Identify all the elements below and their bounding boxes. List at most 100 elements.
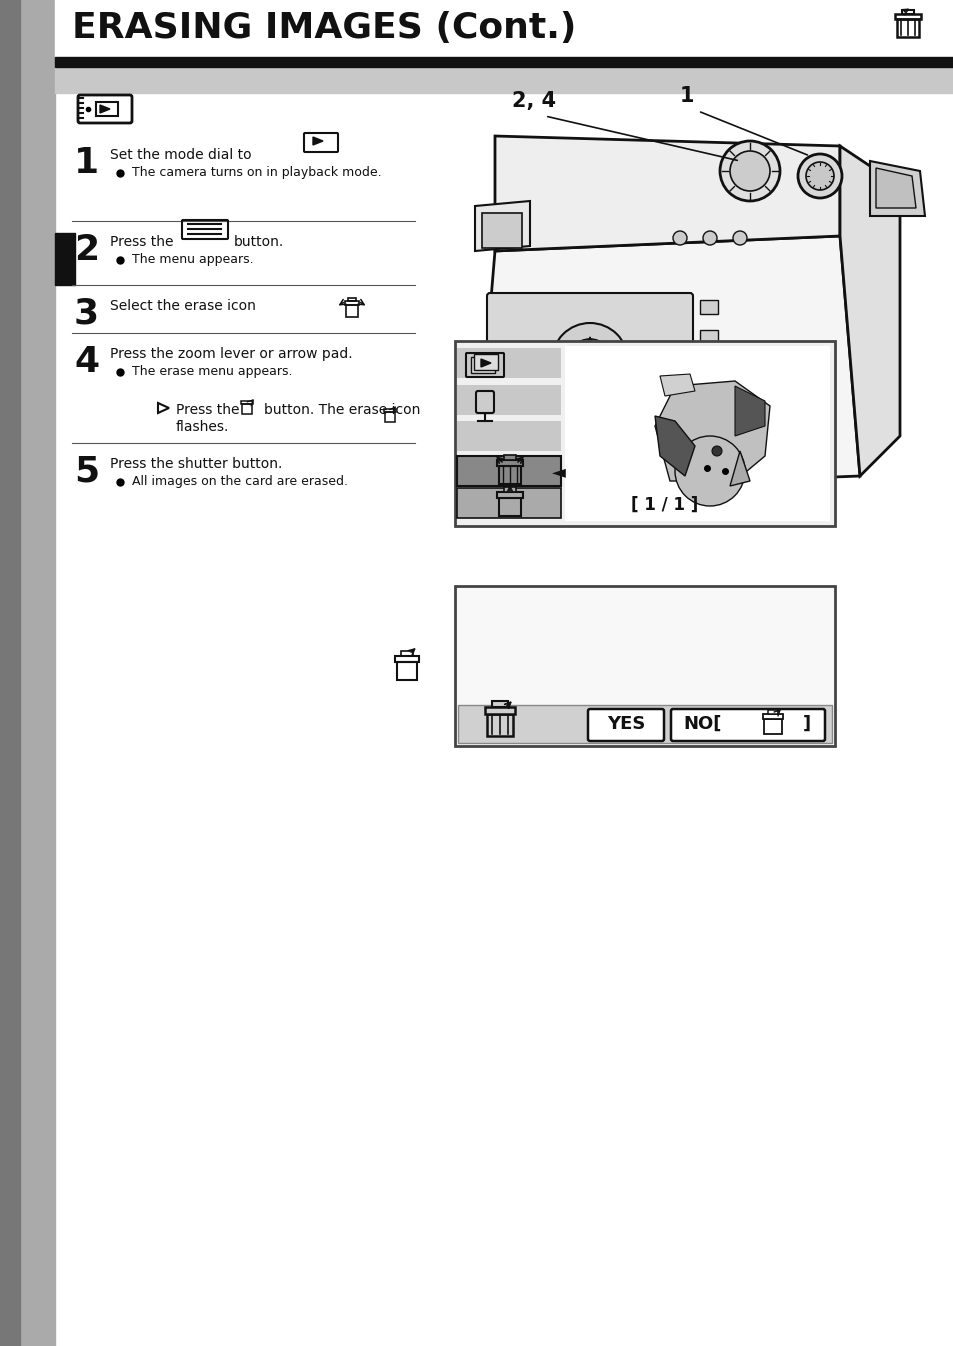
Text: Press the shutter button.: Press the shutter button. <box>110 458 282 471</box>
Text: ERASING IMAGES (Cont.): ERASING IMAGES (Cont.) <box>71 11 576 44</box>
Bar <box>55 0 953 57</box>
FancyBboxPatch shape <box>476 390 494 413</box>
Bar <box>498 498 520 516</box>
Text: 3: 3 <box>74 297 99 331</box>
Circle shape <box>675 436 744 506</box>
Bar <box>96 102 118 116</box>
Bar <box>384 409 395 412</box>
Circle shape <box>805 162 833 190</box>
Circle shape <box>729 151 769 191</box>
Polygon shape <box>659 374 695 396</box>
Text: The camera turns on in playback mode.: The camera turns on in playback mode. <box>132 166 381 179</box>
Bar <box>484 707 515 713</box>
Bar <box>762 713 782 719</box>
Text: Press the: Press the <box>110 236 173 249</box>
Text: 4: 4 <box>74 345 99 380</box>
Bar <box>456 489 560 518</box>
Bar <box>348 297 355 302</box>
Circle shape <box>720 141 780 201</box>
Bar <box>55 57 953 63</box>
Bar <box>400 651 413 656</box>
Text: All images on the card are erased.: All images on the card are erased. <box>132 475 348 489</box>
Bar <box>503 455 516 460</box>
Bar <box>346 306 357 318</box>
Bar <box>763 719 781 734</box>
Bar <box>498 466 520 485</box>
Text: Select the erase icon: Select the erase icon <box>110 299 255 314</box>
Bar <box>700 330 718 345</box>
Bar <box>0 0 20 1346</box>
Bar <box>456 349 560 378</box>
Polygon shape <box>475 201 530 250</box>
Bar <box>894 13 920 19</box>
Bar <box>55 65 953 93</box>
Text: Press the: Press the <box>175 402 239 417</box>
Text: ◄: ◄ <box>552 463 565 481</box>
Bar <box>345 302 358 306</box>
Text: Set the mode dial to: Set the mode dial to <box>110 148 252 162</box>
Bar <box>901 9 913 13</box>
Polygon shape <box>480 359 491 367</box>
FancyBboxPatch shape <box>78 96 132 122</box>
Bar <box>767 709 778 713</box>
Polygon shape <box>475 236 859 491</box>
Text: 2: 2 <box>74 233 99 267</box>
Bar <box>456 456 560 486</box>
Circle shape <box>732 232 746 245</box>
Bar <box>242 404 252 415</box>
Circle shape <box>702 232 717 245</box>
Bar <box>497 460 522 466</box>
Bar <box>456 456 560 486</box>
Bar <box>456 385 560 415</box>
FancyBboxPatch shape <box>486 293 692 450</box>
Bar <box>396 662 416 680</box>
Bar <box>385 412 395 423</box>
Bar <box>456 421 560 451</box>
Polygon shape <box>840 145 899 476</box>
Polygon shape <box>869 162 924 215</box>
Text: YES: YES <box>606 715 644 734</box>
Text: The menu appears.: The menu appears. <box>132 253 253 267</box>
Circle shape <box>711 446 721 456</box>
Bar <box>55 233 75 285</box>
Bar <box>241 401 253 404</box>
Bar <box>471 357 495 373</box>
Polygon shape <box>875 168 915 209</box>
Bar <box>457 705 831 743</box>
Polygon shape <box>655 381 769 481</box>
FancyBboxPatch shape <box>587 709 663 742</box>
Bar <box>896 19 918 36</box>
Polygon shape <box>495 136 840 250</box>
Text: flashes.: flashes. <box>175 420 229 433</box>
Text: 5: 5 <box>74 455 99 489</box>
Bar <box>700 300 718 314</box>
Circle shape <box>567 339 612 384</box>
Text: The erase menu appears.: The erase menu appears. <box>132 365 293 378</box>
Polygon shape <box>655 416 695 476</box>
Text: [ 1 / 1 ]: [ 1 / 1 ] <box>631 495 698 514</box>
Circle shape <box>552 323 627 398</box>
Text: 3: 3 <box>555 506 569 526</box>
Bar <box>0 0 55 1346</box>
Bar <box>395 656 418 662</box>
Text: ]: ] <box>802 715 810 734</box>
Bar <box>455 341 834 526</box>
Bar <box>456 489 560 518</box>
Bar <box>492 701 507 707</box>
Text: 2, 4: 2, 4 <box>512 92 556 110</box>
Circle shape <box>672 232 686 245</box>
Bar <box>455 586 834 746</box>
Text: 5, 6: 5, 6 <box>461 501 506 521</box>
Polygon shape <box>734 386 764 436</box>
Polygon shape <box>100 105 110 113</box>
Bar <box>700 370 718 384</box>
Bar <box>539 485 569 499</box>
Bar <box>564 346 829 521</box>
Bar <box>503 487 516 493</box>
Bar <box>474 354 497 370</box>
Bar <box>55 63 953 67</box>
FancyBboxPatch shape <box>670 709 824 742</box>
Bar <box>539 470 569 485</box>
Text: NO[: NO[ <box>682 715 720 734</box>
FancyBboxPatch shape <box>465 353 503 377</box>
